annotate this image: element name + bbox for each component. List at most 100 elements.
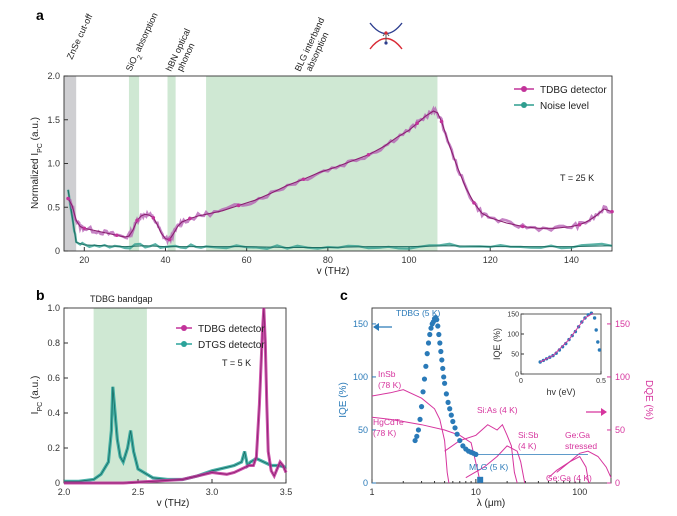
- x-axis-label-c: λ (μm): [477, 498, 506, 509]
- legend-dtgs: DTGS detector: [198, 340, 265, 351]
- iqe-point: [438, 348, 444, 355]
- tdbg-point: [151, 215, 156, 220]
- iqe-point: [423, 363, 429, 369]
- x-axis-label-b: v (THz): [157, 498, 190, 509]
- dqe-axis-arrow: [586, 408, 607, 416]
- iqe-point: [437, 340, 443, 346]
- iqe-point: [439, 357, 445, 363]
- inset-point: [596, 340, 600, 344]
- dqe-line-0: [371, 389, 450, 484]
- tdbg-point: [167, 237, 172, 242]
- panel-a: a 20 40 60 80 100 120 140 0 0.5 1.0 1.5 2.0 ZnSe cu…: [30, 7, 614, 277]
- y-tick-label-a: 1.5: [47, 115, 60, 125]
- tdbg-c-label: TDBG (5 K): [396, 308, 441, 318]
- x-tick-label-b: 2.5: [132, 487, 145, 497]
- band-diagram-icon: [369, 22, 403, 50]
- x-tick-label-a: 20: [79, 255, 89, 265]
- tdbg-point: [66, 196, 70, 201]
- dqe-line-4: [548, 455, 590, 484]
- iqe-point: [414, 433, 420, 439]
- iqe-point: [452, 425, 458, 431]
- legend-marker-noise: [521, 102, 527, 108]
- inset-y-tick-label: 100: [507, 332, 519, 339]
- x-tick-label-a: 120: [483, 255, 498, 265]
- y-axis-label-c-right: DQE (%): [643, 380, 654, 420]
- gega-stressed-label-2: stressed: [565, 441, 597, 451]
- y-tick-label-a: 0: [55, 246, 60, 256]
- y-tick-label-a: 2.0: [47, 71, 60, 81]
- panel-a-legend: TDBG detector Noise level: [514, 85, 607, 112]
- iqe-point: [427, 331, 433, 338]
- panel-c-inset: 0 0.5 0 50 100 150 hv (eV) IQE (%): [492, 311, 606, 397]
- dqe-line-3: [465, 445, 526, 484]
- mlg-point: [477, 476, 484, 483]
- iqe-point: [435, 323, 441, 329]
- tdbg-point: [415, 121, 419, 126]
- inset-y-tick-label: 150: [507, 312, 519, 319]
- x-tick-label-b: 2.0: [58, 487, 71, 497]
- iqe-point: [412, 437, 418, 444]
- tdbg-point: [610, 209, 614, 214]
- iqe-point: [418, 404, 425, 410]
- temp-label-b: T = 5 K: [222, 358, 251, 368]
- y-tick-label-b: 0.4: [47, 408, 60, 418]
- inset-point: [594, 328, 598, 332]
- inset-x-label: hv (eV): [546, 387, 575, 397]
- tdbg-point: [577, 222, 582, 227]
- legend-marker-dtgs: [181, 341, 187, 347]
- y-tick-label-c-left: 0: [363, 478, 368, 488]
- iqe-point: [440, 365, 446, 372]
- region-a-1: [128, 76, 140, 251]
- tdbg-point: [520, 224, 525, 229]
- iqe-point: [443, 391, 449, 397]
- y-axis-label-b: IPC (a.u.): [30, 376, 44, 415]
- panel-a-label: a: [36, 7, 44, 23]
- panel-b: b 2.0 2.5 3.0 3.5 0 0.2 0.4 0.6 0.8 1.0 TDBG band…: [30, 287, 292, 509]
- iqe-point: [436, 331, 442, 338]
- inset-fit-line: [539, 312, 594, 363]
- inset-point: [557, 348, 562, 352]
- iqe-point: [417, 416, 423, 422]
- iqe-point: [450, 418, 456, 425]
- y-tick-label-c-left: 100: [353, 372, 368, 382]
- iqe-point: [445, 399, 451, 405]
- iqe-point: [421, 376, 428, 382]
- inset-point: [564, 341, 568, 346]
- inset-y-tick-label: 50: [511, 352, 519, 359]
- iqe-point: [457, 437, 463, 444]
- panel-b-series: [64, 307, 288, 485]
- inset-y-tick-label: 0: [515, 372, 519, 379]
- x-tick-label-b: 3.5: [280, 487, 293, 497]
- tdbg-point: [114, 233, 119, 238]
- iqe-point: [441, 380, 448, 386]
- y-tick-label-c-right: 50: [615, 425, 625, 435]
- iqe-point: [428, 325, 434, 331]
- tdbg-point: [301, 177, 306, 182]
- dqe-line-5: [556, 450, 612, 478]
- sisb-label-1: Si:Sb: [518, 430, 539, 440]
- y-tick-label-a: 1.0: [47, 159, 60, 169]
- y-tick-label-c-right: 150: [615, 319, 630, 329]
- mlg-label: MLG (5 K): [469, 462, 508, 472]
- y-tick-label-c-left: 50: [358, 425, 368, 435]
- inset-point: [560, 345, 565, 349]
- tdbg-point: [188, 216, 192, 221]
- tdbg-b-fit-line: [64, 307, 287, 484]
- y-tick-label-b: 0.2: [47, 443, 60, 453]
- y-tick-label-c-right: 0: [615, 478, 620, 488]
- plot-frame-b: [63, 307, 287, 484]
- iqe-point: [420, 389, 426, 395]
- panel-b-legend: TDBG detector DTGS detector: [176, 324, 265, 351]
- x-tick-label-a: 60: [242, 255, 252, 265]
- iqe-point: [434, 317, 440, 323]
- gega-label: Ge:Ga (4 K): [546, 473, 592, 483]
- iqe-axis-arrow: [373, 323, 392, 331]
- panel-a-regions: [64, 76, 438, 251]
- dqe-line-2: [444, 423, 518, 484]
- iqe-point: [447, 406, 453, 412]
- panel-b-axes: 2.0 2.5 3.0 3.5 0 0.2 0.4 0.6 0.8 1.0: [47, 303, 292, 497]
- legend-tdbg-b: TDBG detector: [198, 324, 265, 335]
- y-tick-label-c-left: 150: [353, 319, 368, 329]
